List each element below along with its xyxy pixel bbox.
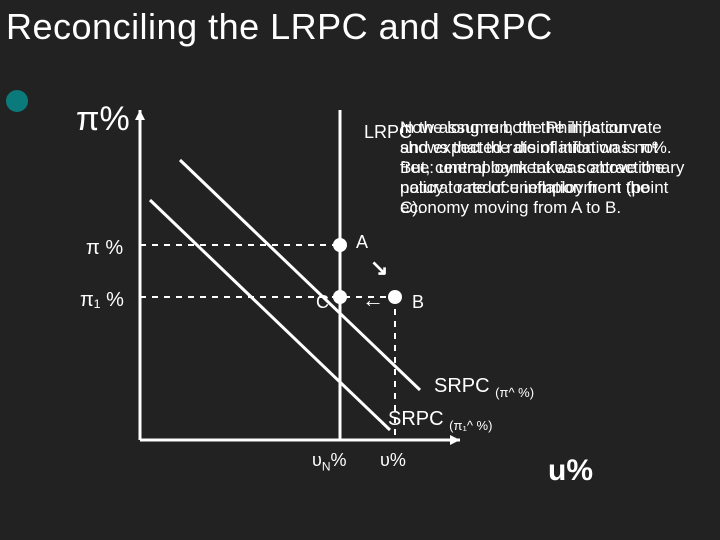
x-tick-u: υ%: [380, 450, 406, 471]
x-axis-label: u%: [548, 454, 593, 488]
point-b-label: B: [412, 292, 424, 313]
point-c-label: C: [316, 292, 329, 313]
bullet-glyph: [6, 90, 28, 112]
arrow-left-icon: ←: [362, 287, 384, 313]
arrow-down-right-icon: ↘: [370, 255, 388, 281]
page-title: Reconciling the LRPC and SRPC: [6, 6, 553, 48]
lrpc-label: LRPC: [364, 122, 412, 143]
srpc-high-label: SRPC (π^ %): [434, 375, 534, 400]
x-tick-un: υN%: [312, 450, 347, 474]
srpc-low-label: SRPC (π₁^ %): [388, 408, 492, 433]
point-a-label: A: [356, 232, 368, 253]
